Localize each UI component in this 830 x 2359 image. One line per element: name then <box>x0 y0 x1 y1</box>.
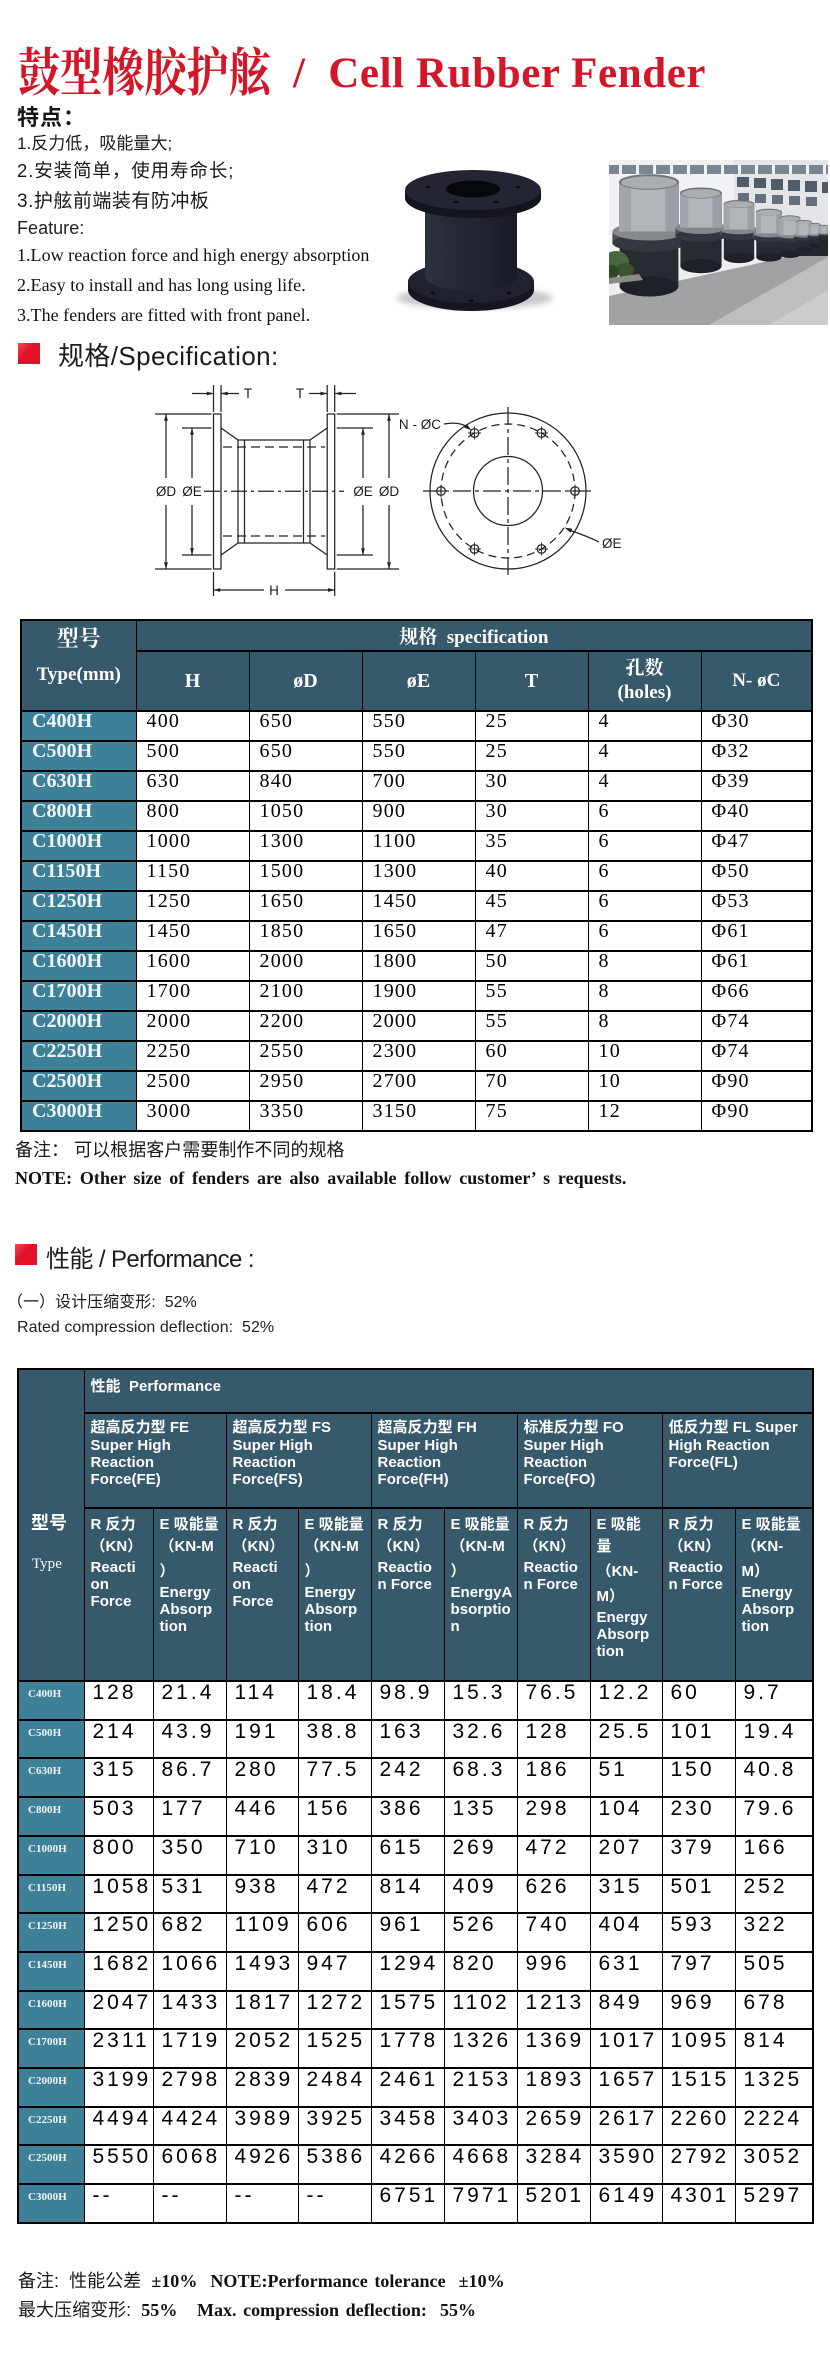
svg-text:T: T <box>244 386 252 401</box>
svg-text:ØD: ØD <box>156 484 177 499</box>
svg-text:ØD: ØD <box>379 484 400 499</box>
svg-text:N - ØC: N - ØC <box>399 417 441 432</box>
svg-text:ØE: ØE <box>602 536 622 551</box>
svg-text:T: T <box>296 386 304 401</box>
svg-text:ØE: ØE <box>182 484 202 499</box>
svg-text:H: H <box>269 583 279 598</box>
svg-text:ØE: ØE <box>353 484 373 499</box>
